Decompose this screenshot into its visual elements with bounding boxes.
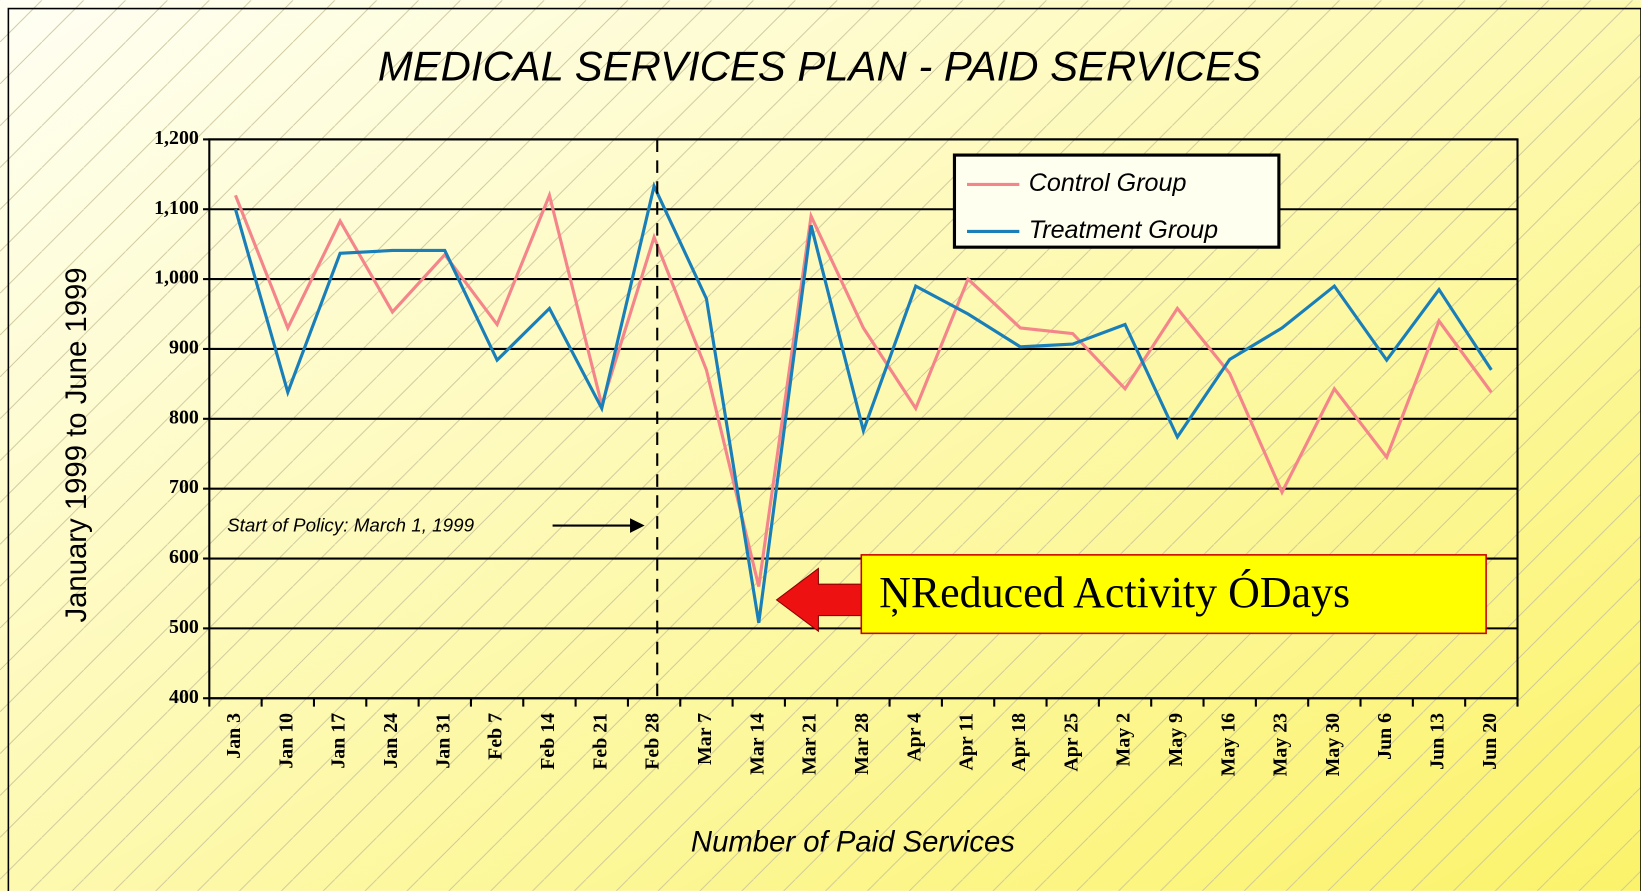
x-tick-label: Feb 14 (537, 713, 559, 770)
x-tick-label: Apr 11 (956, 713, 978, 771)
x-tick-label: Mar 28 (851, 713, 873, 775)
callout-box (860, 554, 1487, 635)
x-tick-label: Apr 25 (1060, 713, 1082, 772)
y-tick-label: 600 (169, 546, 199, 568)
x-tick-label: Apr 18 (1008, 713, 1030, 772)
x-tick-label: Jan 10 (275, 713, 297, 769)
x-tick-label: Jan 31 (432, 713, 454, 769)
x-tick-label: May 30 (1322, 713, 1344, 777)
x-tick-label: Mar 21 (799, 713, 821, 775)
policy-arrow-head (630, 518, 645, 533)
x-tick-label: Mar 14 (746, 713, 768, 775)
x-tick-label: Jan 3 (223, 713, 245, 759)
chart-title: MEDICAL SERVICES PLAN - PAID SERVICES (378, 42, 1261, 89)
callout-text: ŅReduced Activity ÓDays (879, 568, 1350, 617)
x-tick-label: Feb 28 (642, 713, 664, 770)
x-tick-label: Feb 21 (589, 713, 611, 770)
x-tick-label: May 23 (1270, 713, 1292, 777)
legend-label: Treatment Group (1029, 216, 1218, 244)
y-tick-label: 700 (169, 476, 199, 498)
x-tick-label: Jun 20 (1479, 713, 1501, 770)
x-tick-label: Jan 17 (328, 713, 350, 769)
x-tick-label: Jan 24 (380, 713, 402, 769)
x-tick-label: Jun 6 (1374, 713, 1396, 760)
x-tick-label: Mar 7 (694, 713, 716, 765)
x-tick-label: May 2 (1113, 713, 1135, 767)
y-tick-label: 900 (169, 337, 199, 359)
policy-annotation: Start of Policy: March 1, 1999 (227, 515, 475, 536)
frame (7, 7, 1641, 891)
y-tick-label: 1,000 (154, 267, 199, 289)
legend-label: Control Group (1029, 169, 1187, 197)
x-axis-label: Number of Paid Services (691, 825, 1015, 858)
x-tick-label: May 16 (1217, 713, 1239, 777)
y-tick-label: 1,100 (154, 197, 199, 219)
series-line (234, 190, 1493, 587)
y-tick-label: 500 (169, 616, 199, 638)
x-tick-label: Feb 7 (485, 713, 507, 760)
y-axis-label: January 1999 to June 1999 (60, 267, 93, 622)
series-line (233, 181, 1493, 624)
x-tick-label: May 9 (1165, 713, 1187, 767)
y-tick-label: 800 (169, 406, 199, 428)
y-tick-label: 400 (169, 686, 199, 708)
y-tick-label: 1,200 (154, 127, 199, 149)
x-tick-label: Jun 13 (1427, 713, 1449, 770)
x-tick-label: Apr 4 (903, 713, 925, 762)
